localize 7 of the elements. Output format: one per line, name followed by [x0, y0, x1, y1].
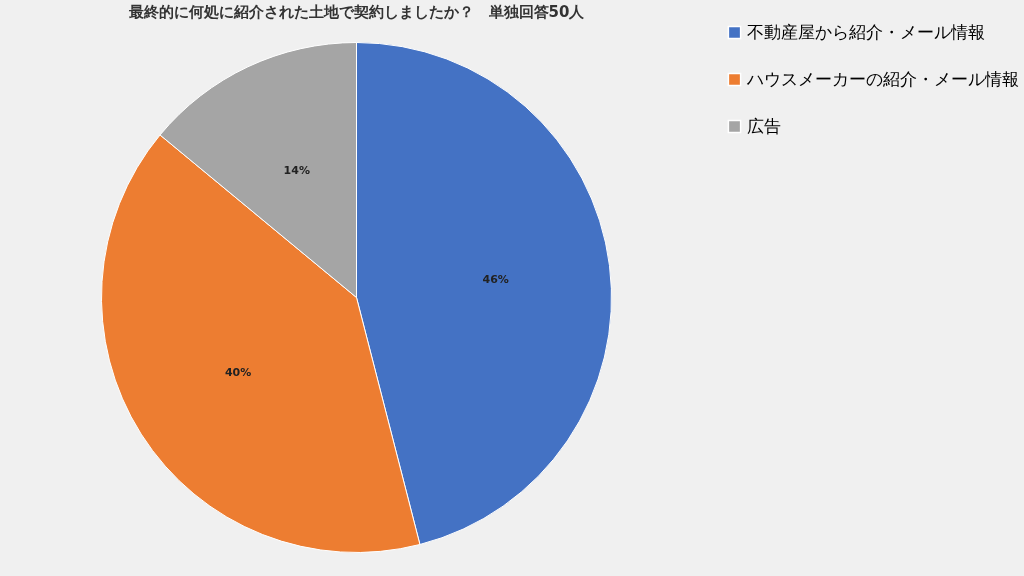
chart-title: 最終的に何処に紹介された土地で契約しましたか？ 単独回答50人	[127, 3, 586, 21]
legend-label: 広告	[747, 115, 781, 136]
legend-label: ハウスメーカーの紹介・メール情報	[746, 68, 1019, 89]
data-label: 14%	[283, 163, 310, 177]
legend-label: 不動産屋から紹介・メール情報	[747, 21, 985, 42]
data-label: 40%	[224, 365, 252, 379]
data-label: 46%	[482, 272, 509, 286]
